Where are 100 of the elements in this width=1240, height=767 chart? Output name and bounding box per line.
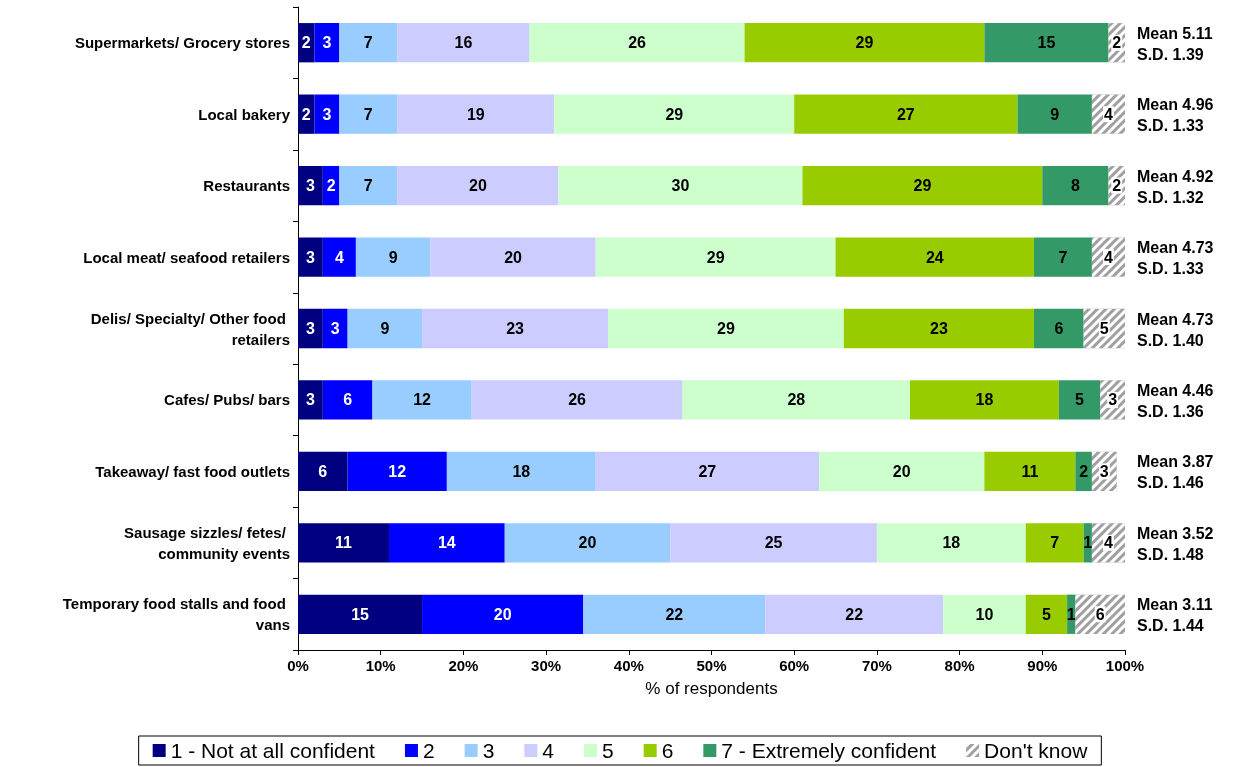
data-label: 3 <box>1099 462 1109 480</box>
y-tick-label: Local bakery <box>198 105 291 123</box>
data-label: 3 <box>305 320 315 337</box>
data-label: 12 <box>388 462 407 480</box>
data-label: 6 <box>1054 320 1064 337</box>
data-label: 5 <box>1041 605 1051 623</box>
bar <box>670 523 877 563</box>
data-label: 27 <box>698 462 717 480</box>
bar <box>430 237 596 277</box>
bar <box>583 594 766 634</box>
bar <box>339 23 398 63</box>
text: Mean 4.73 S.D. 1.40 <box>1137 310 1214 349</box>
bar <box>298 237 323 277</box>
bar <box>835 237 1035 277</box>
data-label: 2 <box>1112 34 1122 52</box>
bar <box>298 165 323 206</box>
text: Mean 4.96 S.D. 1.33 <box>1137 96 1214 135</box>
data-label: 3 <box>305 391 315 409</box>
bar <box>504 523 671 563</box>
data-label: 4 <box>1104 105 1114 123</box>
bar <box>397 165 559 206</box>
bar <box>355 237 431 277</box>
bar <box>765 594 944 634</box>
data-label: 14 <box>437 534 456 552</box>
data-label: 2 <box>1079 462 1089 480</box>
bar <box>322 380 373 420</box>
bar <box>1025 594 1068 634</box>
bar <box>298 94 315 134</box>
data-label: 18 <box>942 534 961 552</box>
legend-label: 6 <box>661 739 674 762</box>
data-label: 20 <box>504 248 523 266</box>
text: Mean 3.52 S.D. 1.48 <box>1137 524 1214 563</box>
legend-label: 2 <box>422 739 435 762</box>
data-label: 7 <box>363 105 373 123</box>
data-label: 7 <box>1058 248 1068 266</box>
data-label: 18 <box>975 391 994 409</box>
bar <box>372 380 472 420</box>
bar <box>984 451 1076 492</box>
legend-label: Don't know <box>984 739 1089 762</box>
bar <box>1017 94 1092 134</box>
text: Mean 4.73 S.D. 1.33 <box>1137 239 1214 278</box>
bar <box>1075 451 1092 492</box>
data-label: 22 <box>845 605 864 623</box>
data-label: 26 <box>628 34 647 52</box>
y-tick-label: Local meat/ seafood retailers <box>83 248 290 266</box>
bar <box>422 308 609 349</box>
bar <box>298 451 348 492</box>
bar <box>298 523 389 563</box>
bar <box>909 380 1059 420</box>
y-tick-label: Delis/ Specialty/ Other food retailers <box>90 309 290 348</box>
bar <box>339 165 398 206</box>
x-tick-label: 20% <box>448 657 479 674</box>
data-label: 27 <box>896 105 915 123</box>
data-label: 2 <box>326 177 336 195</box>
data-label: 11 <box>1021 462 1039 480</box>
data-label: 6 <box>1095 605 1105 623</box>
x-tick-label: 30% <box>531 657 562 674</box>
data-label: 6 <box>343 391 353 409</box>
data-label: 6 <box>318 462 328 480</box>
data-label: 2 <box>301 105 311 123</box>
data-label: 29 <box>913 177 932 195</box>
data-label: 3 <box>322 34 332 52</box>
bar <box>397 23 530 63</box>
data-label: 29 <box>855 34 874 52</box>
x-axis-title: % of respondents <box>645 679 778 698</box>
bar <box>298 308 323 349</box>
bar <box>422 594 584 634</box>
data-label: 1 <box>1083 534 1093 552</box>
x-tick-label: 60% <box>779 657 810 674</box>
y-tick-label: Temporary food stalls and food vans <box>62 595 290 634</box>
legend-label: 4 <box>542 739 555 762</box>
text: Mean 3.87 S.D. 1.46 <box>1137 453 1214 492</box>
bar <box>529 23 745 63</box>
data-label: 28 <box>787 391 806 409</box>
bar <box>471 380 683 420</box>
bar <box>595 451 820 492</box>
data-label: 25 <box>764 534 783 552</box>
text: Mean 4.92 S.D. 1.32 <box>1137 167 1214 206</box>
bar <box>446 451 596 492</box>
bar <box>744 23 985 63</box>
bar <box>1025 523 1084 563</box>
data-label: 29 <box>717 320 735 337</box>
legend-label: 1 - Not at all confident <box>170 739 376 762</box>
x-tick-label: 100% <box>1105 657 1145 674</box>
data-label: 18 <box>512 462 531 480</box>
x-tick-label: 40% <box>613 657 644 674</box>
bar <box>843 308 1035 349</box>
bar <box>682 380 910 420</box>
bar <box>554 94 795 134</box>
data-label: 7 <box>363 177 373 195</box>
data-label: 3 <box>1108 391 1118 409</box>
y-tick-label: Cafes/ Pubs/ bars <box>164 391 290 409</box>
bar <box>1042 165 1109 206</box>
text: Mean 4.46 S.D. 1.36 <box>1137 381 1214 420</box>
data-label: 26 <box>568 391 587 409</box>
data-label: 20 <box>468 177 487 195</box>
bar <box>347 451 447 492</box>
bar <box>794 94 1018 134</box>
data-label: 3 <box>305 248 315 266</box>
legend-label: 5 <box>601 739 614 762</box>
